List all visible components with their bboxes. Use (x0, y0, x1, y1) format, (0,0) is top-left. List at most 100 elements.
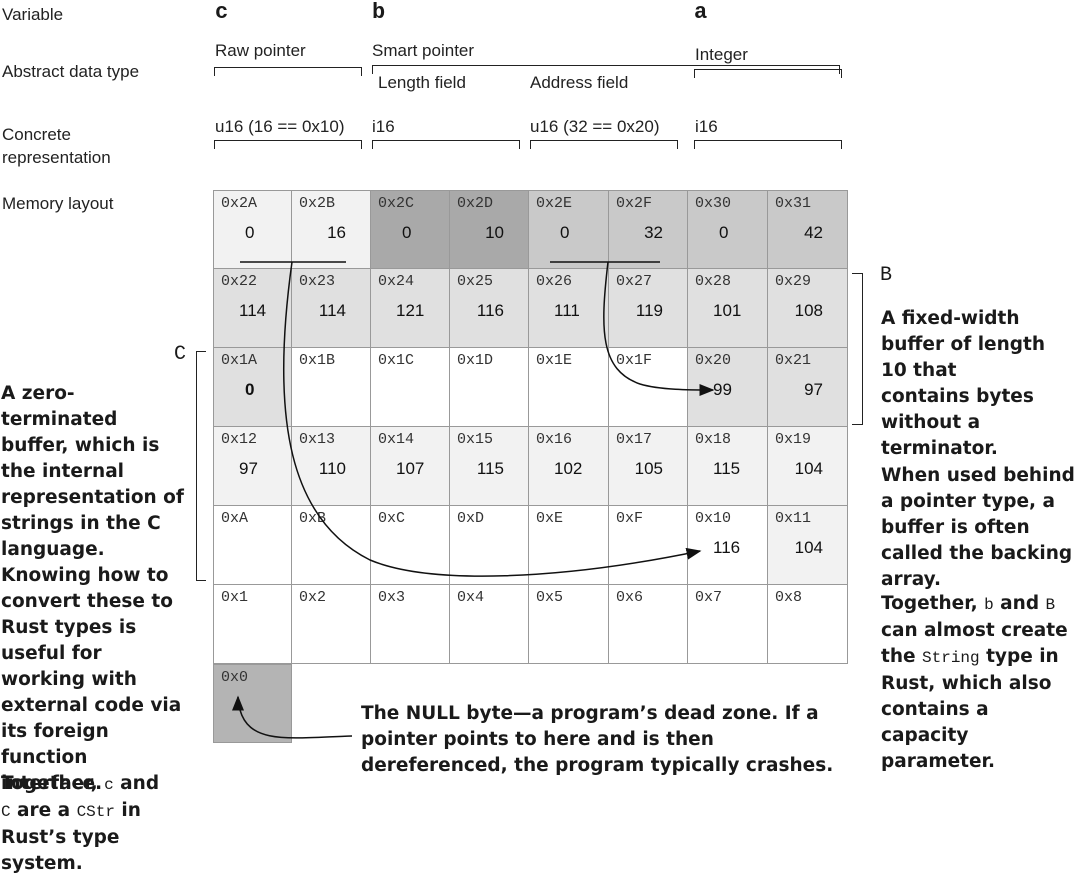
buffer-b-bracket (852, 273, 863, 425)
row-label-adt: Abstract data type (2, 62, 140, 81)
memory-address: 0x1A (221, 352, 258, 369)
memory-cell: 0xF (609, 506, 688, 585)
memory-value: 0 (719, 223, 729, 242)
memory-cell: 0x31 42 (768, 190, 848, 269)
memory-value: 119 (635, 301, 663, 320)
memory-address: 0x26 (536, 273, 573, 290)
memory-value: 0 (402, 223, 412, 242)
memory-address: 0x0 (221, 669, 249, 686)
memory-cell: 0x30 0 (688, 190, 768, 269)
memory-cell: 0x21 97 (768, 348, 848, 427)
memory-address: 0xD (457, 510, 485, 527)
memory-address: 0x21 (775, 352, 812, 369)
memory-cell: 0x26 111 (529, 269, 609, 348)
adt-raw-pointer: Raw pointer (215, 41, 306, 60)
concrete-c: u16 (16 == 0x10) (215, 117, 345, 136)
memory-value: 115 (713, 459, 741, 478)
memory-cell: 0x1A 0 (213, 348, 292, 427)
memory-value: 110 (318, 459, 346, 478)
memory-address: 0x1B (299, 352, 336, 369)
memory-address: 0x13 (299, 431, 336, 448)
memory-address: 0x27 (616, 273, 653, 290)
memory-value: 0 (560, 223, 570, 242)
memory-cell: 0x17 105 (609, 427, 688, 506)
memory-value: 99 (713, 380, 732, 399)
memory-address: 0x2B (299, 195, 336, 212)
memory-value: 42 (804, 223, 823, 242)
memory-cell: 0x1C (371, 348, 450, 427)
variable-c: c (215, 0, 229, 25)
concrete-b-length: i16 (372, 117, 395, 136)
memory-address: 0x22 (221, 273, 258, 290)
memory-value: 32 (644, 223, 663, 242)
note-ffi: Knowing how to convert these to Rust typ… (1, 565, 182, 794)
memory-value: 107 (396, 459, 425, 478)
memory-cell: 0x11 104 (768, 506, 848, 585)
note-null-byte: The NULL byte—a program’s dead zone. If … (361, 703, 834, 776)
memory-value: 102 (554, 459, 583, 478)
memory-cell: 0x14 107 (371, 427, 450, 506)
memory-cell: 0x4 (450, 585, 529, 664)
memory-address: 0x29 (775, 273, 812, 290)
memory-value: 115 (476, 459, 504, 478)
memory-value: 121 (396, 301, 425, 320)
memory-address: 0x4 (457, 589, 485, 606)
row-label-memory: Memory layout (2, 194, 114, 213)
memory-cell: 0xD (450, 506, 529, 585)
buffer-c-label: C (174, 343, 187, 366)
memory-address: 0x2E (536, 195, 573, 212)
note-zero-terminated: A zero-terminated buffer, which is the i… (1, 383, 184, 560)
buffer-b-label: B (880, 264, 893, 287)
memory-value: 97 (804, 380, 823, 399)
memory-address: 0xB (299, 510, 327, 527)
adt-smart-pointer: Smart pointer (372, 41, 475, 60)
memory-cell: 0x2C 0 (371, 190, 450, 269)
memory-cell: 0x15 115 (450, 427, 529, 506)
concrete-b-address: u16 (32 == 0x20) (530, 117, 660, 136)
memory-address: 0x1C (378, 352, 415, 369)
memory-address: 0x19 (775, 431, 812, 448)
memory-cell: 0x1B (292, 348, 371, 427)
memory-value: 104 (794, 459, 823, 478)
memory-cell: 0x2B 16 (292, 190, 371, 269)
memory-address: 0x2 (299, 589, 327, 606)
memory-cell: 0x25 116 (450, 269, 529, 348)
variable-a: a (694, 0, 708, 25)
memory-cell: 0x20 99 (688, 348, 768, 427)
memory-cell: 0x2F 32 (609, 190, 688, 269)
memory-cell: 0x8 (768, 585, 848, 664)
memory-cell: 0x28 101 (688, 269, 768, 348)
memory-value: 104 (794, 538, 823, 557)
memory-cell: 0x2A 0 (213, 190, 292, 269)
memory-address: 0x12 (221, 431, 258, 448)
memory-cell: 0x24 121 (371, 269, 450, 348)
memory-address: 0x1D (457, 352, 494, 369)
memory-address: 0x2C (378, 195, 415, 212)
memory-cell: 0x10 116 (688, 506, 768, 585)
memory-address: 0x24 (378, 273, 415, 290)
memory-address: 0x15 (457, 431, 494, 448)
memory-cell: 0x19 104 (768, 427, 848, 506)
note-fixed-width: A fixed-width buffer of length 10 that c… (881, 308, 1046, 459)
memory-value: 10 (485, 223, 504, 242)
note-cstr: Together, c and C are a CStr in Rust’s t… (1, 773, 160, 874)
adt-integer-bracket (694, 69, 842, 78)
memory-address: 0x18 (695, 431, 732, 448)
memory-cell: 0x7 (688, 585, 768, 664)
row-label-concrete: Concrete representation (2, 125, 111, 167)
null-byte-cell: 0x0 (213, 664, 292, 743)
memory-address: 0x1 (221, 589, 249, 606)
memory-address: 0x14 (378, 431, 415, 448)
memory-cell: 0xA (213, 506, 292, 585)
concrete-b-length-bracket (372, 140, 520, 149)
memory-address: 0x25 (457, 273, 494, 290)
memory-address: 0x16 (536, 431, 573, 448)
memory-cell: 0x27 119 (609, 269, 688, 348)
memory-cell: 0xE (529, 506, 609, 585)
memory-address: 0x20 (695, 352, 732, 369)
memory-address: 0x23 (299, 273, 336, 290)
memory-address: 0x6 (616, 589, 644, 606)
memory-address: 0x5 (536, 589, 564, 606)
memory-address: 0x1E (536, 352, 573, 369)
memory-address: 0x31 (775, 195, 812, 212)
